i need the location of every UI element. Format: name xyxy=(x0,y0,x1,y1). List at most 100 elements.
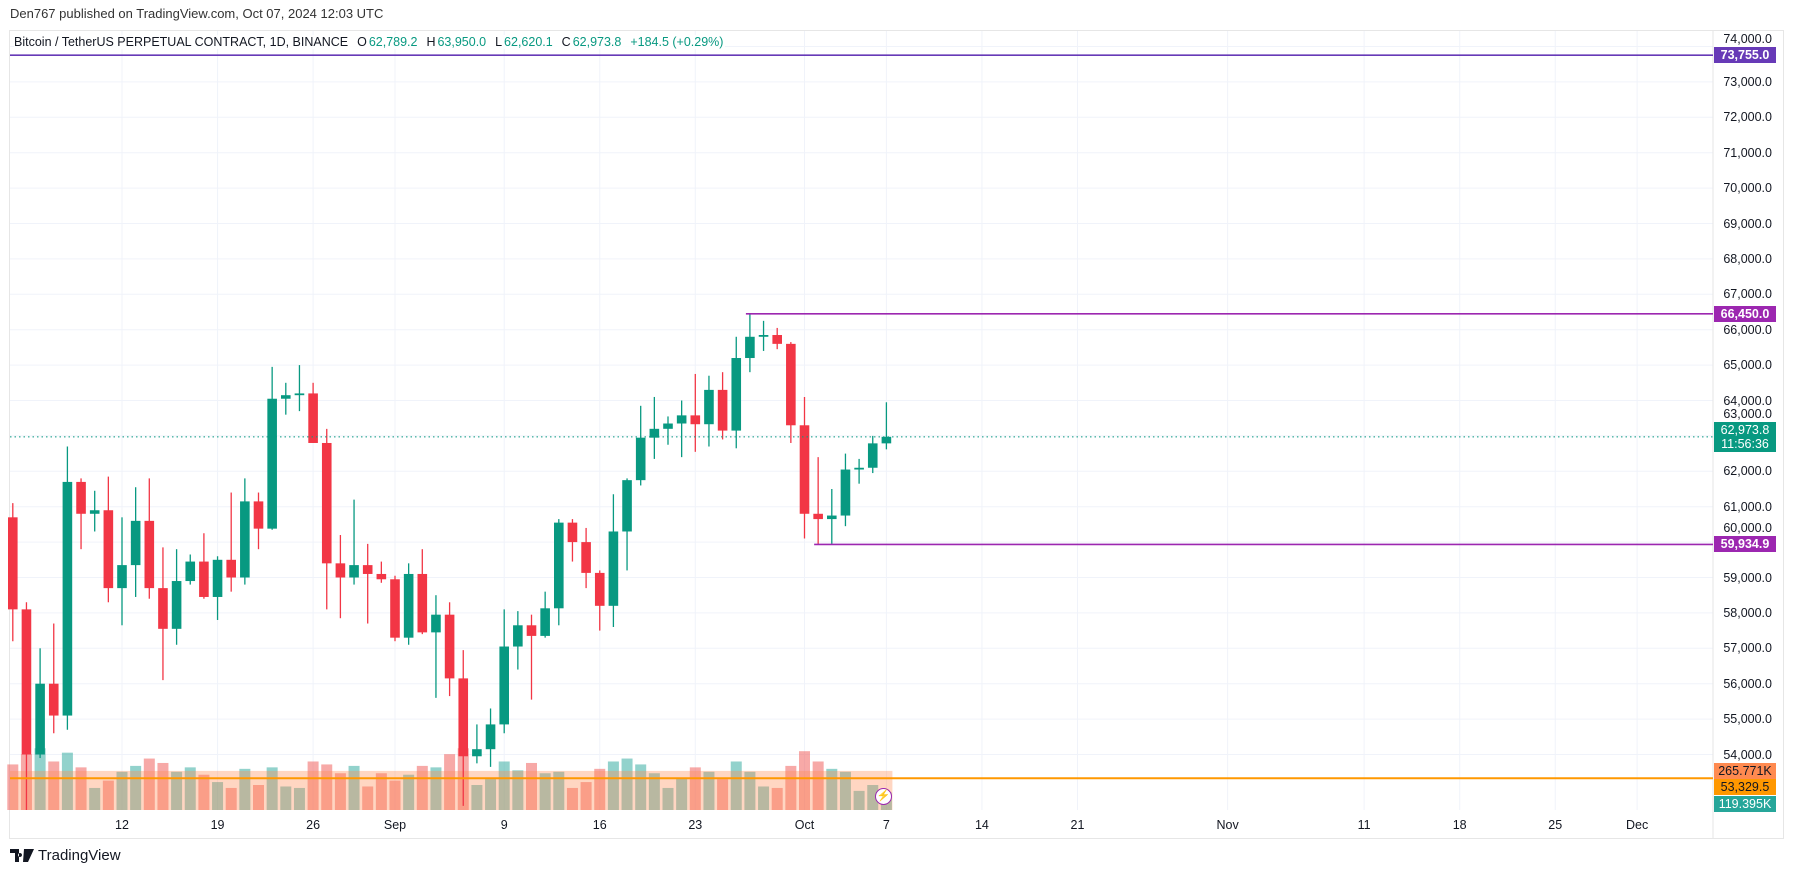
open-label: O xyxy=(357,35,367,49)
level-price-badge: 59,934.9 xyxy=(1714,536,1776,553)
price-axis-label: 61,000.0 xyxy=(1723,499,1772,514)
candle-body xyxy=(144,520,155,589)
candle-body xyxy=(62,481,73,716)
volume-bar xyxy=(607,761,619,810)
candle-body xyxy=(335,563,346,578)
candle-body xyxy=(130,520,141,566)
candle-body xyxy=(704,389,714,425)
candle-body xyxy=(158,588,168,629)
price-axis-label: 56,000.0 xyxy=(1723,676,1772,691)
candle-body xyxy=(499,646,509,725)
candle-body xyxy=(431,614,441,633)
volume-bar xyxy=(444,754,456,810)
candle-body xyxy=(76,481,86,514)
change-value: +184.5 (+0.29%) xyxy=(630,35,724,49)
publish-info: Den767 published on TradingView.com, Oct… xyxy=(10,6,384,21)
volume-bar xyxy=(321,764,333,810)
low-label: L xyxy=(495,35,503,49)
candle-body xyxy=(444,614,455,679)
volume-bar xyxy=(635,764,647,810)
volume-bar xyxy=(566,787,578,810)
logo-text: TradingView xyxy=(38,847,121,864)
volume-bar xyxy=(648,773,660,810)
candle-body xyxy=(103,510,114,589)
volume-bar xyxy=(744,771,756,810)
volume-bar xyxy=(239,768,251,810)
bar-countdown: 11:56:36 xyxy=(1721,436,1769,451)
volume-bar xyxy=(758,786,770,810)
candle-body xyxy=(799,425,810,514)
time-axis-label: Dec xyxy=(1626,818,1649,832)
candle-body xyxy=(117,565,127,589)
candle-body xyxy=(663,423,673,429)
candle-body xyxy=(267,398,277,529)
volume-bar xyxy=(7,764,19,810)
time-axis-label: 21 xyxy=(1070,818,1085,832)
candle-body xyxy=(21,609,32,755)
price-axis-label: 66,000.0 xyxy=(1723,322,1772,337)
candle-body xyxy=(281,395,291,399)
volume-bar xyxy=(253,785,264,810)
candle-body xyxy=(717,389,728,431)
candle-body xyxy=(376,573,387,580)
volume-bar xyxy=(676,777,688,810)
volume-bar xyxy=(839,771,851,810)
candle-body xyxy=(472,749,482,757)
volume-ma-badge: 265.771K xyxy=(1714,762,1776,779)
volume-bar xyxy=(293,787,305,810)
volume-bar xyxy=(198,774,210,810)
candle-body xyxy=(417,573,428,633)
candle-body xyxy=(171,581,182,629)
candle-body xyxy=(813,513,823,520)
price-axis-label: 62,000.0 xyxy=(1723,464,1772,479)
price-axis-label: 72,000.0 xyxy=(1723,110,1772,125)
volume-bar xyxy=(307,761,319,810)
lightning-icon[interactable]: ⚡ xyxy=(875,788,892,805)
candle-body xyxy=(854,467,864,470)
volume-bar xyxy=(157,762,169,810)
candle-body xyxy=(485,724,496,750)
candle-body xyxy=(185,561,196,582)
volume-bar xyxy=(171,771,183,810)
volume-bar xyxy=(526,762,537,810)
candle-body xyxy=(403,573,414,638)
volume-bar xyxy=(771,787,783,810)
price-axis-label: 70,000.0 xyxy=(1723,181,1772,196)
volume-bar xyxy=(539,773,551,810)
volume-bar xyxy=(116,771,128,810)
volume-bar xyxy=(580,782,592,810)
price-axis-label: 68,000.0 xyxy=(1723,251,1772,266)
close-value: 62,973.8 xyxy=(572,35,622,49)
volume-bar xyxy=(826,768,838,810)
symbol-name: Bitcoin / TetherUS PERPETUAL CONTRACT, 1… xyxy=(14,35,349,49)
open-value: 62,789.2 xyxy=(368,35,418,49)
chart-pane[interactable] xyxy=(9,30,1784,839)
price-axis-label: 58,000.0 xyxy=(1723,605,1772,620)
tradingview-logo[interactable]: TradingView xyxy=(10,847,121,864)
time-axis-label: 7 xyxy=(882,818,890,832)
volume-bar xyxy=(785,765,797,810)
price-axis-label: 67,000.0 xyxy=(1723,287,1772,302)
candle-body xyxy=(608,531,619,606)
volume-bar xyxy=(430,767,442,810)
candle-body xyxy=(540,608,550,636)
low-value: 62,620.1 xyxy=(504,35,553,49)
candle-body xyxy=(48,683,59,716)
volume-bar xyxy=(730,761,742,810)
volume-bar xyxy=(225,787,237,810)
candle-body xyxy=(786,343,796,426)
candle-body xyxy=(731,358,742,431)
candle-body xyxy=(8,517,18,610)
volume-bar xyxy=(689,767,701,810)
candle-body xyxy=(554,522,564,609)
volume-bar xyxy=(61,752,73,810)
candle-body xyxy=(349,565,359,578)
candle-body xyxy=(840,469,851,516)
current-price-value: 62,973.8 xyxy=(1720,422,1770,437)
candle-body xyxy=(294,393,305,396)
candle-body xyxy=(581,542,591,573)
volume-bar xyxy=(75,767,87,810)
time-axis-label: Sep xyxy=(383,818,407,832)
candle-body xyxy=(212,559,223,597)
